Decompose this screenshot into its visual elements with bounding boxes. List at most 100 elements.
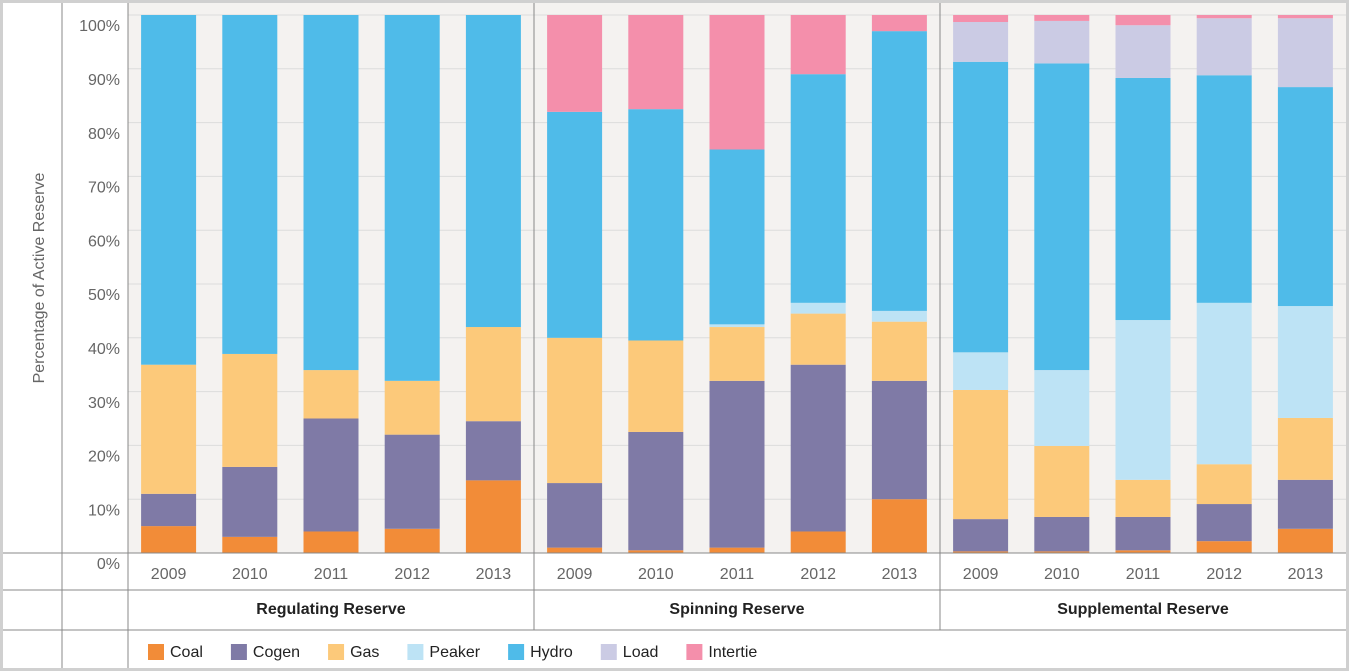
bar-segment	[1034, 445, 1090, 517]
x-tick-label: 2010	[638, 566, 674, 583]
x-tick-label: 2010	[1044, 566, 1080, 583]
bar-segment	[303, 531, 359, 553]
bar-segment	[1277, 18, 1333, 88]
legend-swatch	[230, 644, 247, 660]
bar-segment	[222, 15, 278, 354]
x-tick-label: 2009	[557, 566, 593, 583]
y-tick-label: 10%	[88, 502, 120, 519]
group-label: Supplemental Reserve	[1057, 601, 1229, 618]
bar-segment	[303, 15, 359, 371]
bar-segment	[1115, 25, 1171, 78]
bar-segment	[953, 551, 1009, 553]
bar-segment	[953, 352, 1009, 390]
bar-segment	[1196, 18, 1252, 76]
bar-segment	[222, 466, 278, 537]
bar-segment	[709, 324, 765, 328]
x-tick-label: 2011	[314, 566, 349, 583]
bar-segment	[384, 380, 440, 435]
bar-segment	[465, 15, 521, 328]
bar-segment	[1115, 516, 1171, 551]
bar-segment	[1277, 417, 1333, 480]
bar-segment	[1115, 550, 1171, 553]
bar-segment	[628, 109, 684, 341]
group-label: Spinning Reserve	[669, 601, 804, 618]
y-tick-label: 20%	[88, 449, 120, 466]
legend-swatch	[508, 644, 525, 660]
bar-segment	[1115, 479, 1171, 517]
y-tick-label: 40%	[88, 341, 120, 358]
bar-segment	[1196, 302, 1252, 465]
bar-segment	[709, 547, 765, 553]
legend-label: Hydro	[530, 644, 573, 661]
bar-segment	[222, 536, 278, 553]
bar-segment	[465, 480, 521, 553]
legend-swatch	[328, 644, 345, 660]
bar-segment	[1277, 15, 1333, 19]
bar-segment	[953, 519, 1009, 552]
bar-segment	[547, 337, 603, 484]
y-tick-label: 100%	[79, 18, 120, 35]
x-tick-label: 2012	[1206, 566, 1242, 583]
bar-segment	[303, 418, 359, 532]
bar-segment	[709, 15, 765, 150]
y-tick-label: 60%	[88, 233, 120, 250]
x-tick-label: 2011	[720, 566, 755, 583]
legend-swatch	[686, 644, 703, 660]
bar-segment	[709, 149, 765, 325]
bar-segment	[547, 111, 603, 338]
bar-segment	[384, 528, 440, 553]
bar-segment	[1196, 464, 1252, 505]
bar-segment	[628, 550, 684, 553]
bar-segment	[303, 370, 359, 419]
bar-segment	[790, 15, 846, 75]
bar-segment	[953, 61, 1009, 353]
y-tick-label: 80%	[88, 126, 120, 143]
y-tick-label: 0%	[97, 556, 120, 573]
legend-label: Intertie	[708, 644, 757, 661]
bar-segment	[1115, 320, 1171, 480]
y-tick-label: 50%	[88, 287, 120, 304]
bar-segment	[222, 353, 278, 467]
bar-segment	[141, 15, 197, 365]
bar-segment	[141, 526, 197, 553]
bar-segment	[547, 483, 603, 548]
bar-segment	[384, 434, 440, 529]
legend-swatch	[407, 644, 424, 660]
bar-segment	[1196, 541, 1252, 553]
x-tick-label: 2013	[476, 566, 512, 583]
bar-segment	[953, 15, 1009, 22]
y-tick-label: 90%	[88, 72, 120, 89]
bar-segment	[953, 21, 1009, 62]
x-tick-label: 2009	[963, 566, 999, 583]
bar-segment	[871, 499, 927, 553]
y-axis-label: Percentage of Active Reserve	[31, 173, 48, 384]
legend-label: Cogen	[253, 644, 300, 661]
bar-segment	[1196, 15, 1252, 19]
bar-segment	[871, 310, 927, 322]
bar-segment	[547, 15, 603, 112]
group-label: Regulating Reserve	[256, 601, 405, 618]
x-tick-label: 2012	[394, 566, 430, 583]
bar-segment	[1115, 77, 1171, 321]
bar-segment	[465, 327, 521, 422]
x-tick-label: 2009	[151, 566, 187, 583]
bar-segment	[871, 31, 927, 311]
bar-segment	[709, 327, 765, 381]
bar-segment	[871, 321, 927, 381]
bar-segment	[141, 364, 197, 494]
bar-segment	[1034, 551, 1090, 553]
legend-label: Gas	[350, 644, 379, 661]
bar-segment	[1277, 528, 1333, 553]
legend-label: Load	[623, 644, 659, 661]
bar-segment	[1115, 15, 1171, 26]
legend-label: Coal	[170, 644, 203, 661]
bar-segment	[141, 493, 197, 527]
bar-segment	[1277, 87, 1333, 307]
legend-swatch	[148, 644, 164, 660]
legend-label: Peaker	[429, 644, 480, 661]
bar-segment	[790, 531, 846, 553]
x-tick-label: 2010	[232, 566, 268, 583]
bar-segment	[1034, 516, 1090, 552]
bar-segment	[1196, 75, 1252, 303]
